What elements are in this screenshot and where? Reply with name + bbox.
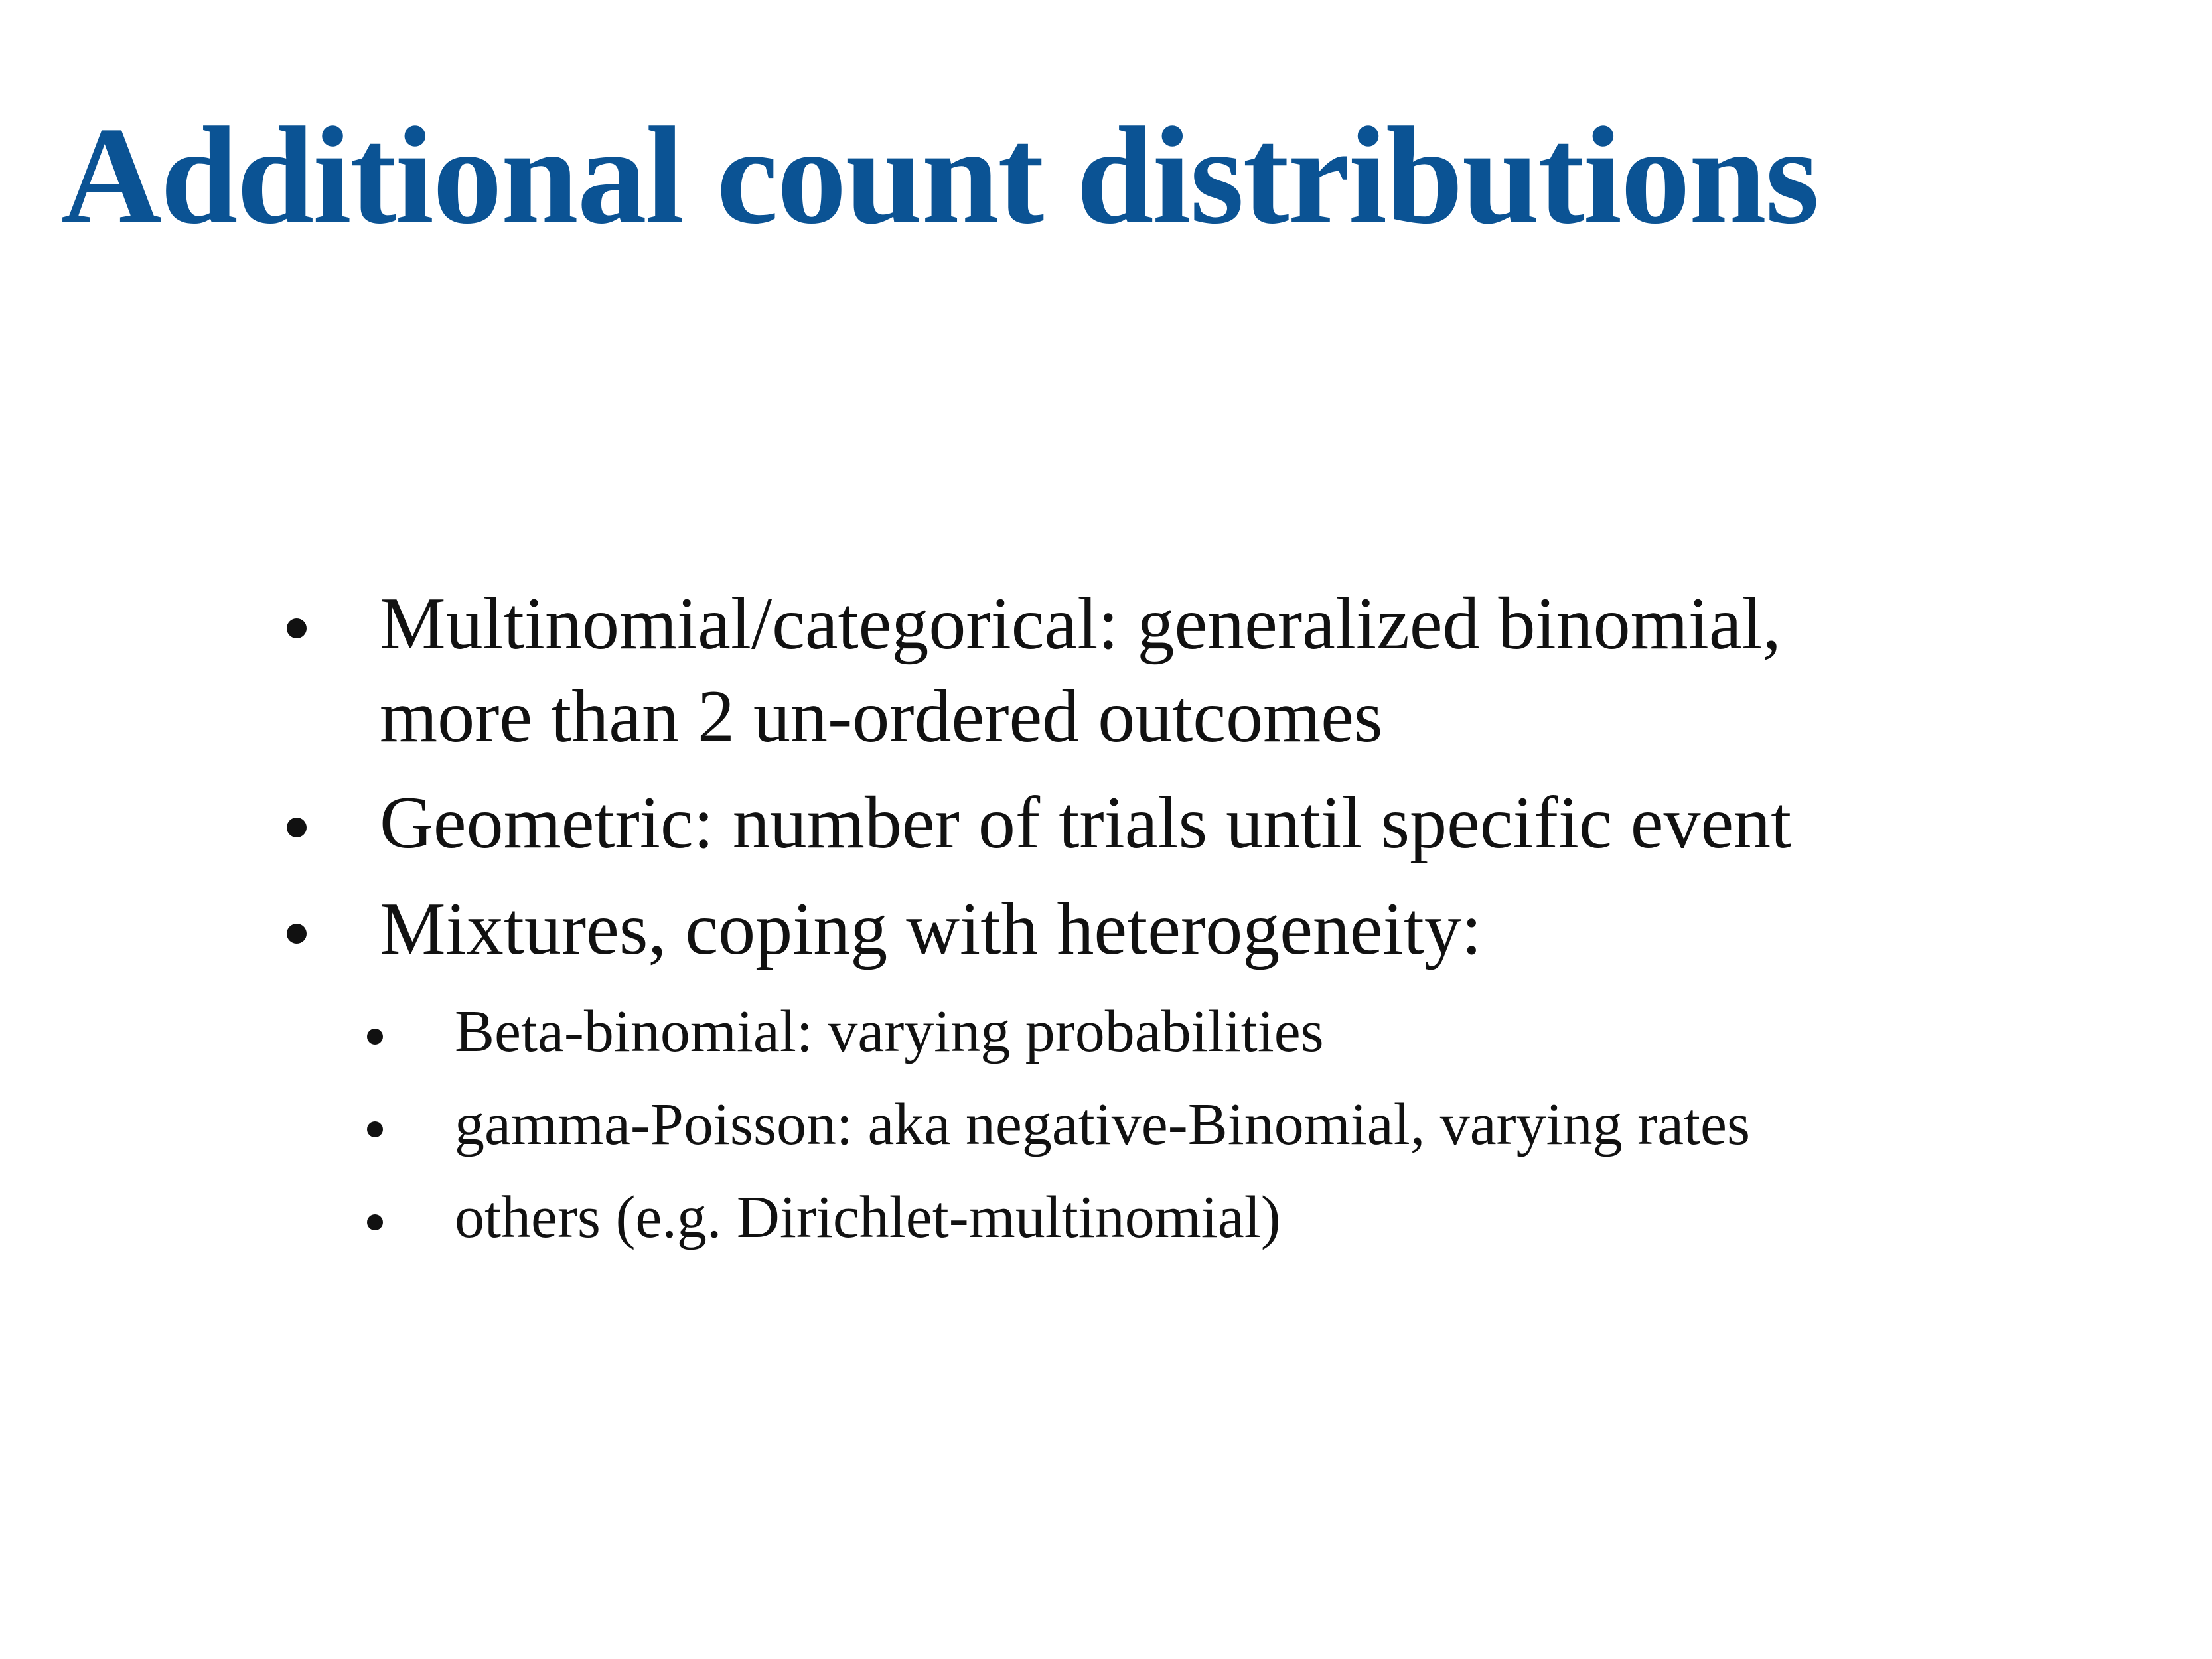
sub-bullet-item: Beta-binomial: varying probabilities <box>367 995 1324 1068</box>
slide-title: Additional count distributions <box>61 99 1819 253</box>
sub-bullet-text: Beta-binomial: varying probabilities <box>455 999 1324 1064</box>
bullet-item: Mixtures, coping with heterogeneity: <box>287 883 1482 975</box>
bullet-dot-icon <box>287 618 307 638</box>
sub-bullet-item: gamma-Poisson: aka negative-Binomial, va… <box>367 1088 1751 1161</box>
bullet-item: Geometric: number of trials until specif… <box>287 776 1792 869</box>
bullet-item: Multinomial/categorical: generalized bin… <box>287 577 1781 763</box>
bullet-dot-icon <box>367 1214 383 1230</box>
sub-bullet-text: gamma-Poisson: aka negative-Binomial, va… <box>455 1092 1751 1157</box>
bullet-dot-icon <box>367 1029 383 1045</box>
bullet-dot-icon <box>287 818 307 837</box>
bullet-text-line: Multinomial/categorical: generalized bin… <box>380 583 1781 665</box>
bullet-text-line: Geometric: number of trials until specif… <box>380 782 1792 864</box>
bullet-text-line: more than 2 un-ordered outcomes <box>380 676 1383 758</box>
sub-bullet-text: others (e.g. Dirichlet-multinomial) <box>455 1185 1281 1250</box>
sub-bullet-item: others (e.g. Dirichlet-multinomial) <box>367 1181 1281 1254</box>
bullet-text-line: Mixtures, coping with heterogeneity: <box>380 888 1482 970</box>
bullet-dot-icon <box>367 1121 383 1137</box>
bullet-dot-icon <box>287 924 307 944</box>
